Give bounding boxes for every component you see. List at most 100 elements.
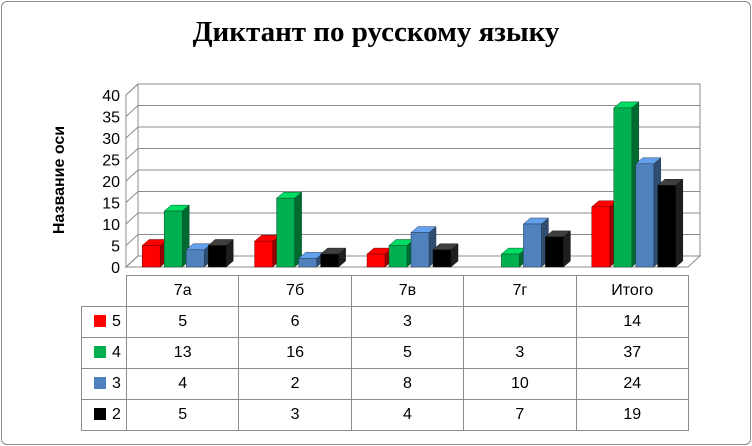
y-tick-label: 25	[102, 153, 120, 170]
data-label: 5	[125, 306, 240, 338]
legend-label: 2	[112, 406, 121, 423]
gridlines	[125, 83, 700, 268]
data-label: 5	[350, 337, 465, 369]
bar-7в-series-3	[410, 226, 437, 268]
bar-Итого-series-3	[635, 157, 662, 268]
data-label: 5	[125, 399, 240, 431]
data-table-row-series-2: 2 5 3 4 7 19	[81, 399, 689, 431]
bar-7г-series-2	[544, 230, 572, 268]
legend-entry: 2	[81, 399, 127, 431]
bar-front	[432, 249, 452, 268]
data-label	[463, 306, 577, 338]
bar-7а-series-3	[185, 243, 212, 268]
legend-label: 3	[112, 375, 121, 392]
bar-Итого-series-2	[657, 178, 684, 268]
gridline	[125, 105, 700, 117]
bar-7б-series-2	[319, 247, 347, 268]
category-label: Итого	[575, 275, 689, 307]
data-table-header-row: 7а 7б 7в 7г Итого	[81, 275, 689, 307]
y-tick-label: 0	[111, 260, 120, 277]
bar-Итого-series-4	[613, 101, 640, 268]
data-label: 13	[125, 337, 240, 369]
y-tick-label: 20	[102, 174, 120, 191]
data-label: 24	[575, 368, 689, 400]
legend-entry: 5	[81, 306, 127, 338]
data-label: 19	[575, 399, 689, 431]
legend-swatch	[94, 408, 106, 420]
bar-7в-series-5	[366, 247, 393, 268]
legend-entry: 4	[81, 337, 127, 369]
chart-title: Диктант по русскому языку	[192, 16, 560, 48]
category-label: 7а	[125, 275, 240, 307]
legend-swatch	[94, 377, 106, 389]
data-label: 4	[125, 368, 240, 400]
data-table-row-series-4: 4 13 16 5 3 37	[81, 337, 689, 369]
bar-front	[298, 258, 317, 268]
data-label: 4	[350, 399, 465, 431]
bar-7а-series-5	[141, 238, 168, 268]
y-axis-ticks: 0 5 10 15 20 25 30 35 40	[102, 88, 120, 277]
category-label: 7г	[463, 275, 577, 307]
bar-7в-series-4	[388, 238, 415, 268]
gridline	[125, 83, 700, 96]
y-tick-label: 40	[102, 88, 120, 105]
y-tick-label: 5	[111, 239, 120, 256]
bar-7в-series-2	[432, 243, 459, 268]
bar-front	[207, 245, 227, 268]
bar-front	[254, 240, 273, 268]
bar-front	[410, 232, 430, 268]
bar-7б-series-5	[253, 234, 281, 268]
data-label: 3	[463, 337, 577, 369]
data-label: 3	[238, 399, 352, 431]
bar-7г-series-4	[500, 247, 528, 268]
data-label: 7	[463, 399, 577, 431]
legend-label: 5	[112, 313, 121, 330]
data-label: 2	[238, 368, 352, 400]
data-table-corner	[81, 275, 127, 307]
bar-side	[294, 191, 302, 268]
category-label: 7б	[238, 275, 352, 307]
data-label: 6	[238, 306, 352, 338]
data-table-row-series-3: 3 4 2 8 10 24	[81, 368, 689, 400]
data-table: 7а 7б 7в 7г Итого 5 5 6 3 14 4 13 16 5 3 37 3 4 2 8 10 24 2 5 3 4…	[81, 275, 689, 431]
data-table-row-series-5: 5 5 6 3 14	[81, 306, 689, 338]
y-tick-label: 35	[102, 110, 120, 127]
bar-front	[501, 253, 520, 268]
bar-front	[635, 163, 655, 268]
data-label: 10	[463, 368, 577, 400]
legend-swatch	[94, 315, 106, 327]
y-tick-label: 10	[102, 217, 120, 234]
data-label: 37	[575, 337, 689, 369]
bar-front	[320, 253, 339, 268]
gridline	[125, 191, 700, 203]
data-label: 8	[350, 368, 465, 400]
bar-front	[591, 206, 611, 268]
bar-front	[276, 197, 295, 268]
category-label: 7в	[350, 275, 465, 307]
bar-front	[523, 223, 542, 268]
bar-7а-series-2	[207, 238, 234, 268]
bar-front	[185, 249, 205, 268]
data-label: 3	[350, 306, 465, 338]
bar-side	[675, 178, 684, 268]
gridline	[125, 212, 700, 225]
y-tick-label: 15	[102, 196, 120, 213]
gridline	[125, 169, 700, 182]
bar-front	[141, 245, 161, 268]
bar-7б-series-4	[275, 191, 303, 268]
bar-Итого-series-5	[591, 200, 618, 268]
bar-7а-series-4	[163, 204, 190, 268]
bar-7г-series-3	[522, 217, 550, 268]
gridline	[125, 234, 700, 246]
y-tick-label: 30	[102, 131, 120, 148]
bar-front	[545, 236, 564, 268]
bar-front	[613, 107, 633, 268]
legend-entry: 3	[81, 368, 127, 400]
bars	[141, 101, 684, 268]
bar-front	[388, 245, 408, 268]
gridline	[125, 148, 700, 160]
data-label: 14	[575, 306, 689, 338]
bar-front	[366, 253, 386, 268]
legend-label: 4	[112, 344, 121, 361]
